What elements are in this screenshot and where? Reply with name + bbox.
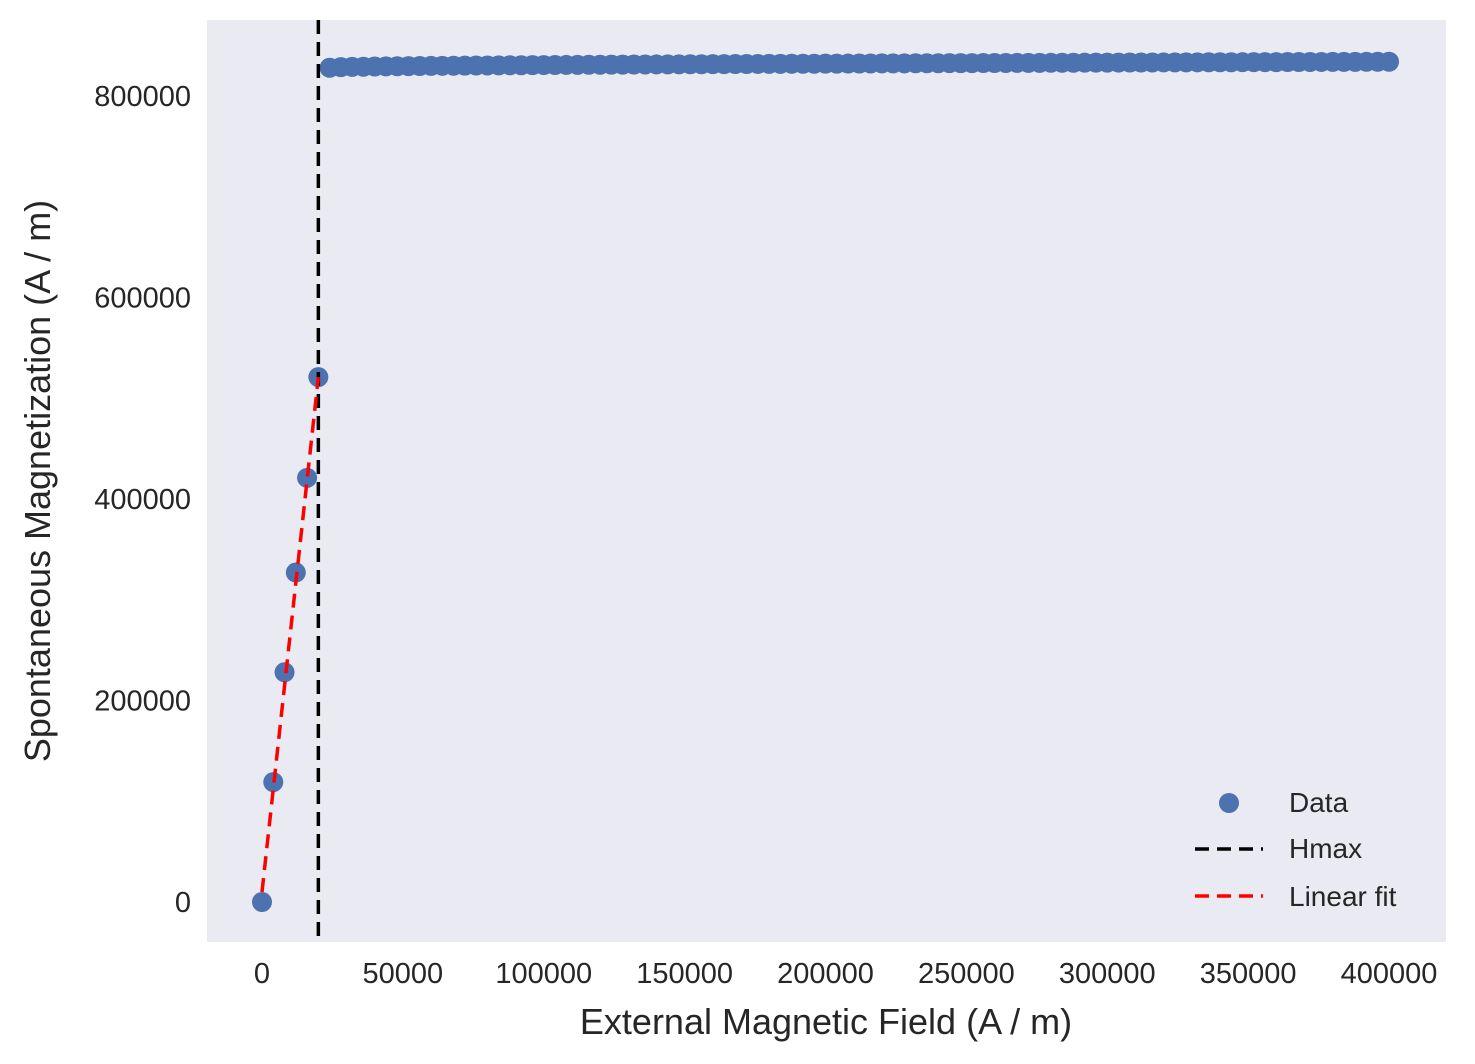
x-tick-label: 50000	[363, 958, 444, 990]
x-axis-label: External Magnetic Field (A / m)	[580, 1001, 1072, 1042]
x-tick-label: 400000	[1341, 958, 1438, 990]
y-tick-label: 200000	[94, 686, 191, 718]
x-tick-label: 100000	[495, 958, 592, 990]
y-tick-label: 600000	[94, 283, 191, 315]
data-point	[297, 467, 318, 488]
data-point	[252, 892, 272, 912]
data-point	[1379, 51, 1399, 72]
x-tick-label: 250000	[918, 958, 1015, 990]
legend: Data Hmax Linear fit	[1195, 787, 1397, 912]
legend-data-label: Data	[1289, 787, 1349, 818]
x-tick-label: 200000	[777, 958, 874, 990]
legend-hmax-label: Hmax	[1289, 833, 1362, 864]
x-tick-label: 300000	[1059, 958, 1156, 990]
data-layer	[252, 20, 1399, 942]
x-tick-label: 350000	[1200, 958, 1297, 990]
legend-data-marker-icon	[1219, 793, 1239, 813]
y-axis-label: Spontaneous Magnetization (A / m)	[17, 200, 58, 762]
legend-linear-fit-label: Linear fit	[1289, 881, 1397, 912]
y-tick-label: 0	[175, 887, 191, 919]
x-tick-label: 0	[254, 958, 270, 990]
x-axis-ticks: 0 50000 100000 150000 200000 250000 300000 3500…	[254, 958, 1437, 990]
plot-area	[207, 20, 1446, 942]
x-tick-label: 150000	[636, 958, 733, 990]
y-tick-label: 800000	[94, 81, 191, 113]
linear-fit-line	[260, 376, 321, 893]
y-axis-ticks: 0 200000 400000 600000 800000	[94, 81, 191, 919]
y-tick-label: 400000	[94, 484, 191, 516]
